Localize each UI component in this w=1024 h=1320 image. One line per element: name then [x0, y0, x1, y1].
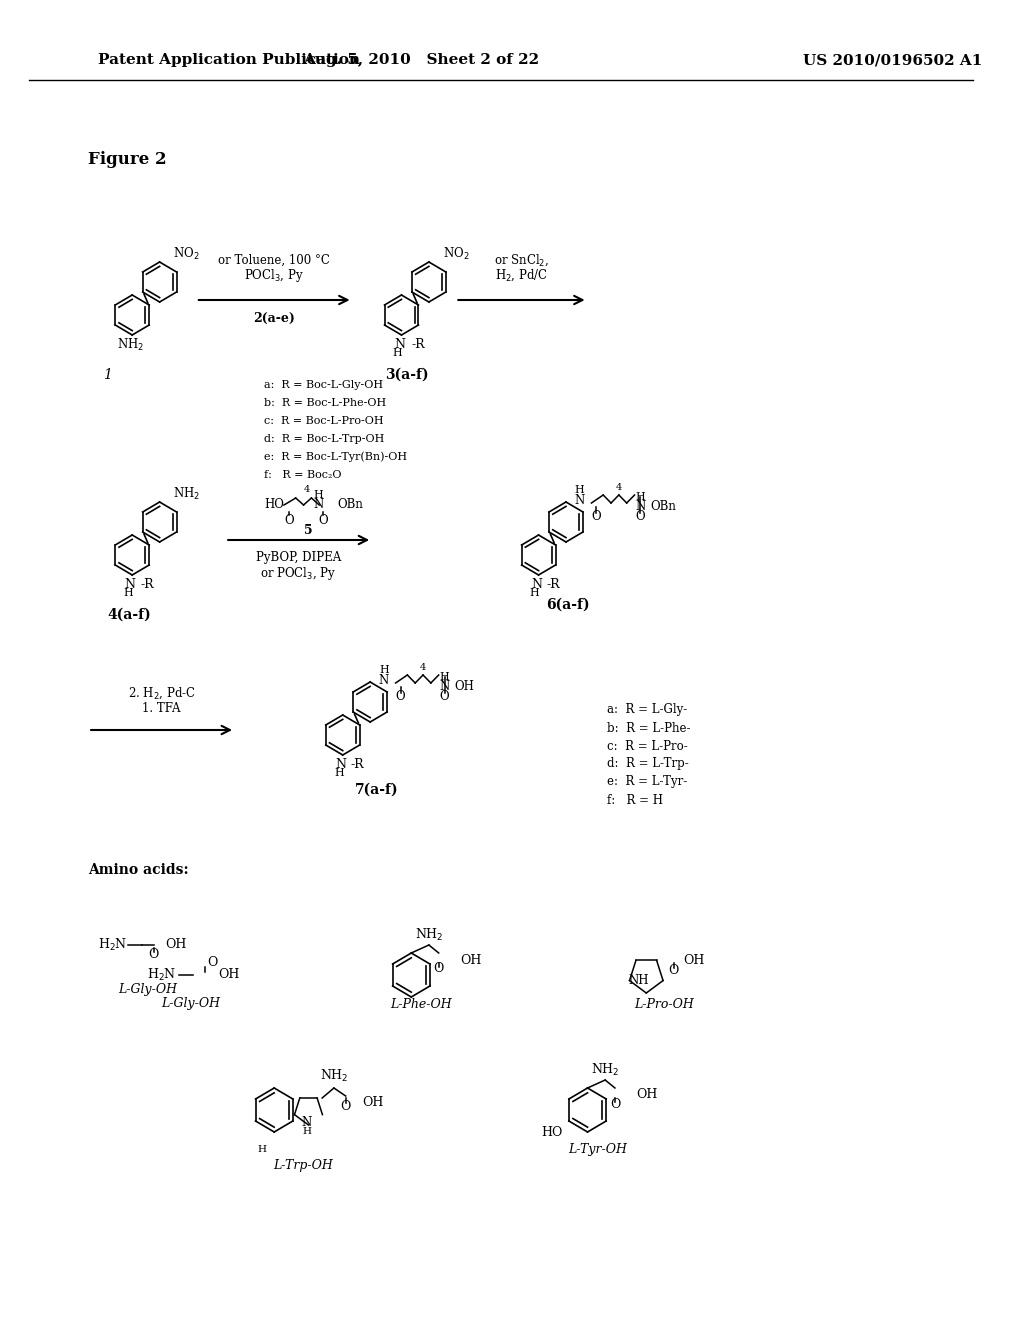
Text: O: O	[207, 957, 218, 969]
Text: H: H	[334, 768, 344, 777]
Text: N: N	[379, 673, 389, 686]
Text: N: N	[635, 500, 645, 513]
Text: NH$_2$: NH$_2$	[591, 1063, 620, 1078]
Text: a:  R = L-Gly-: a: R = L-Gly-	[607, 704, 687, 717]
Text: O: O	[439, 690, 450, 704]
Text: H: H	[379, 665, 389, 675]
Text: OH: OH	[637, 1089, 657, 1101]
Text: Figure 2: Figure 2	[88, 152, 167, 169]
Text: b:  R = Boc-L-Phe-OH: b: R = Boc-L-Phe-OH	[264, 399, 387, 408]
Text: b:  R = L-Phe-: b: R = L-Phe-	[607, 722, 690, 734]
Text: -R: -R	[140, 578, 154, 591]
Text: N: N	[335, 759, 346, 771]
Text: 4(a-f): 4(a-f)	[108, 609, 152, 622]
Text: O: O	[669, 964, 679, 977]
Text: 4: 4	[303, 486, 309, 495]
Text: HO: HO	[542, 1126, 563, 1138]
Text: OBn: OBn	[650, 500, 676, 513]
Text: N: N	[439, 681, 450, 693]
Text: L-Tyr-OH: L-Tyr-OH	[568, 1143, 627, 1156]
Text: H$_2$N: H$_2$N	[98, 937, 127, 953]
Text: OH: OH	[455, 681, 474, 693]
Text: O: O	[284, 513, 294, 527]
Text: 6(a-f): 6(a-f)	[546, 598, 590, 612]
Text: OH: OH	[218, 969, 240, 982]
Text: H$_2$N: H$_2$N	[146, 968, 176, 983]
Text: d:  R = Boc-L-Trp-OH: d: R = Boc-L-Trp-OH	[264, 434, 385, 444]
Text: H$_2$, Pd/C: H$_2$, Pd/C	[495, 267, 548, 282]
Text: NH$_2$: NH$_2$	[173, 486, 201, 502]
Text: or Toluene, 100 °C: or Toluene, 100 °C	[218, 253, 330, 267]
Text: O: O	[609, 1098, 621, 1111]
Text: H: H	[636, 492, 645, 502]
Text: N: N	[531, 578, 542, 591]
Text: H: H	[258, 1146, 267, 1155]
Text: L-Gly-OH: L-Gly-OH	[162, 997, 220, 1010]
Text: 4: 4	[420, 663, 426, 672]
Text: US 2010/0196502 A1: US 2010/0196502 A1	[803, 53, 982, 67]
Text: N: N	[125, 578, 136, 591]
Text: H: H	[529, 587, 540, 598]
Text: O: O	[395, 690, 406, 704]
Text: or POCl$_3$, Py: or POCl$_3$, Py	[260, 565, 337, 582]
Text: -R: -R	[547, 578, 560, 591]
Text: PyBOP, DIPEA: PyBOP, DIPEA	[256, 552, 341, 565]
Text: c:  R = L-Pro-: c: R = L-Pro-	[607, 739, 688, 752]
Text: e:  R = L-Tyr-: e: R = L-Tyr-	[607, 776, 687, 788]
Text: NH$_2$: NH$_2$	[117, 337, 143, 352]
Text: a:  R = Boc-L-Gly-OH: a: R = Boc-L-Gly-OH	[264, 380, 384, 389]
Text: O: O	[340, 1100, 351, 1113]
Text: H: H	[124, 587, 133, 598]
Text: -R: -R	[412, 338, 425, 351]
Text: POCl$_3$, Py: POCl$_3$, Py	[244, 267, 304, 284]
Text: Amino acids:: Amino acids:	[88, 863, 188, 876]
Text: H: H	[392, 348, 402, 358]
Text: O: O	[592, 511, 601, 524]
Text: OH: OH	[166, 939, 186, 952]
Text: HO: HO	[264, 499, 284, 511]
Text: 2. H$_2$, Pd-C: 2. H$_2$, Pd-C	[128, 685, 196, 701]
Text: N: N	[313, 499, 324, 511]
Text: L-Trp-OH: L-Trp-OH	[273, 1159, 334, 1172]
Text: 1. TFA: 1. TFA	[142, 701, 181, 714]
Text: 2(a-e): 2(a-e)	[253, 312, 295, 325]
Text: 7(a-f): 7(a-f)	[355, 783, 398, 797]
Text: N: N	[574, 494, 585, 507]
Text: d:  R = L-Trp-: d: R = L-Trp-	[607, 758, 689, 771]
Text: OH: OH	[460, 953, 481, 966]
Text: 5: 5	[304, 524, 312, 536]
Text: N: N	[394, 338, 406, 351]
Text: f:   R = H: f: R = H	[607, 793, 664, 807]
Text: -R: -R	[350, 759, 365, 771]
Text: H: H	[439, 672, 450, 682]
Text: O: O	[433, 962, 443, 975]
Text: NH$_2$: NH$_2$	[319, 1068, 348, 1084]
Text: 3(a-f): 3(a-f)	[385, 368, 428, 381]
Text: OH: OH	[683, 953, 705, 966]
Text: NH: NH	[628, 974, 648, 986]
Text: O: O	[318, 513, 328, 527]
Text: L-Pro-OH: L-Pro-OH	[634, 998, 694, 1011]
Text: L-Phe-OH: L-Phe-OH	[390, 998, 452, 1011]
Text: 1: 1	[103, 368, 113, 381]
Text: Patent Application Publication: Patent Application Publication	[98, 53, 359, 67]
Text: f:   R = Boc₂O: f: R = Boc₂O	[264, 470, 342, 480]
Text: or SnCl$_2$,: or SnCl$_2$,	[494, 252, 549, 268]
Text: O: O	[636, 511, 645, 524]
Text: c:  R = Boc-L-Pro-OH: c: R = Boc-L-Pro-OH	[264, 416, 384, 426]
Text: H: H	[302, 1127, 311, 1137]
Text: e:  R = Boc-L-Tyr(Bn)-OH: e: R = Boc-L-Tyr(Bn)-OH	[264, 451, 408, 462]
Text: L-Gly-OH: L-Gly-OH	[119, 983, 177, 997]
Text: OBn: OBn	[338, 499, 364, 511]
Text: NH$_2$: NH$_2$	[415, 927, 443, 942]
Text: H: H	[574, 484, 585, 495]
Text: 4: 4	[615, 483, 622, 491]
Text: NO$_2$: NO$_2$	[173, 246, 200, 263]
Text: Aug. 5, 2010   Sheet 2 of 22: Aug. 5, 2010 Sheet 2 of 22	[303, 53, 539, 67]
Text: H: H	[313, 490, 324, 500]
Text: NO$_2$: NO$_2$	[442, 246, 469, 263]
Text: OH: OH	[362, 1096, 384, 1109]
Text: O: O	[148, 949, 159, 961]
Text: N: N	[301, 1115, 311, 1129]
